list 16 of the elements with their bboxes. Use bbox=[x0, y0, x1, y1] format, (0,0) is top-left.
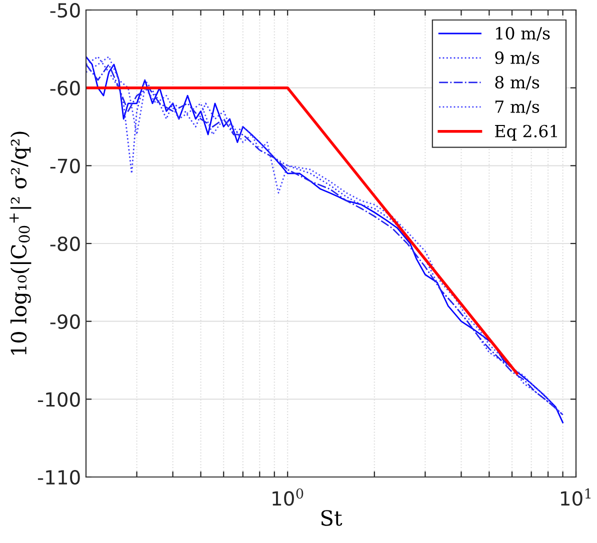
y-tick-label: -90 bbox=[50, 314, 80, 329]
y-tick-label: -60 bbox=[50, 80, 80, 96]
x-tick-label: 10$^{0}$ bbox=[272, 488, 304, 506]
legend-label: 7 m/s bbox=[495, 100, 540, 114]
legend-label: Eq 2.61 bbox=[495, 124, 557, 141]
y-tick-label: -50 bbox=[50, 2, 80, 18]
y-tick-label: -80 bbox=[50, 236, 80, 252]
y-tick-label: -110 bbox=[38, 470, 80, 485]
y-tick-label: -100 bbox=[38, 392, 80, 407]
legend-label: 10 m/s bbox=[496, 26, 550, 41]
x-tick-label: 10$^{1}$ bbox=[561, 488, 591, 506]
x-axis-title: St bbox=[321, 510, 342, 526]
legend-label: 9 m/s bbox=[495, 51, 540, 66]
legend-label: 8 m/s bbox=[495, 76, 540, 90]
y-axis-title: 10 log₁₀(|C$_{00}$$^{+}$|² σ²/q²) bbox=[10, 132, 32, 355]
y-tick-label: -70 bbox=[50, 158, 80, 174]
